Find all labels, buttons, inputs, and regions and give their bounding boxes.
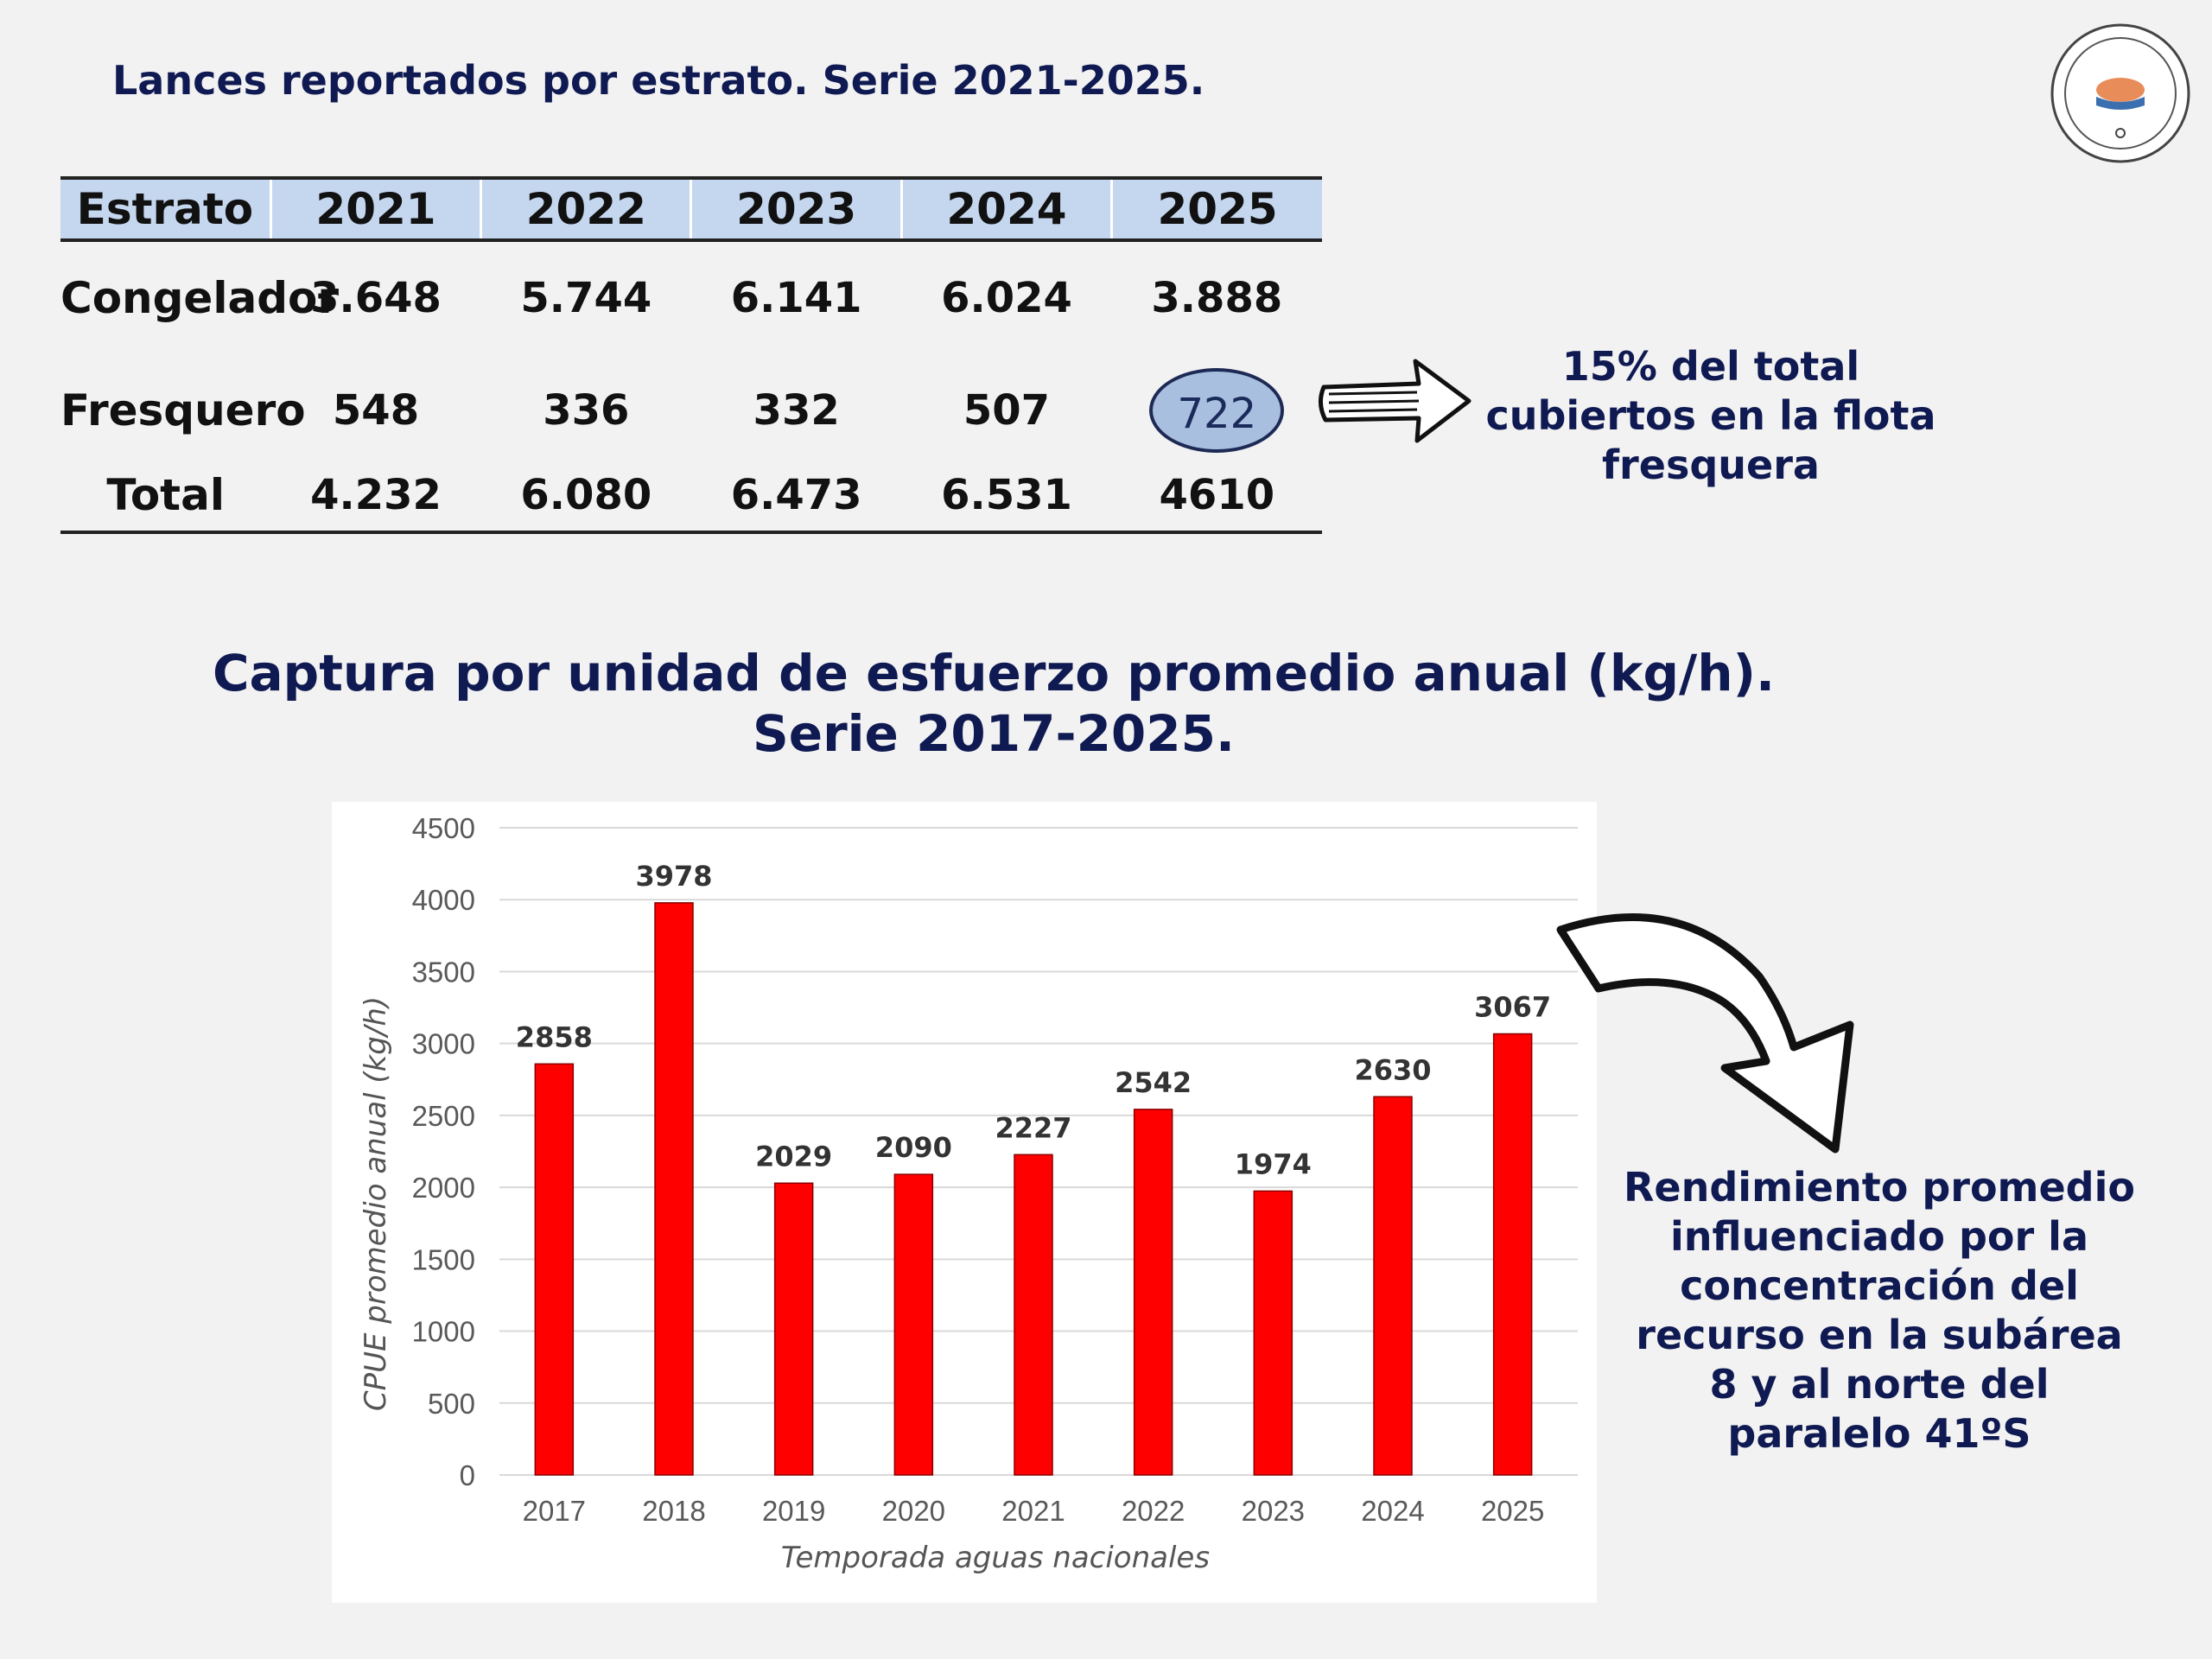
column-header: Estrato <box>60 178 272 240</box>
bar-2020 <box>893 1173 934 1476</box>
y-tick-label: 0 <box>460 1459 475 1491</box>
y-tick-label: 1500 <box>412 1243 475 1275</box>
column-header: 2022 <box>480 178 693 240</box>
column-header: 2021 <box>270 178 483 240</box>
chart-title: Captura por unidad de esfuerzo promedio … <box>0 643 1987 764</box>
data-label: 3978 <box>635 860 712 893</box>
y-tick-label: 1000 <box>412 1316 475 1348</box>
table-cell: 6.531 <box>941 471 1072 519</box>
data-label: 2542 <box>1115 1066 1192 1099</box>
bar-2023 <box>1253 1190 1294 1476</box>
y-tick-label: 4500 <box>412 812 475 844</box>
outlined-right-arrow-icon <box>1319 359 1471 443</box>
chart-panel: 0 500 1000 1500 2000 2500 3000 3500 4000 4500 2858… <box>332 802 1597 1603</box>
y-tick-label: 2500 <box>412 1100 475 1132</box>
table-cell-highlight: 722 <box>1112 354 1322 467</box>
x-axis-label: Temporada aguas nacionales <box>781 1541 1210 1575</box>
table-row: Congelador 3.648 5.744 6.141 6.024 3.888 <box>60 240 1322 354</box>
data-label: 2630 <box>1354 1053 1431 1086</box>
y-axis-label: CPUE promedio anual (kg/h) <box>359 996 393 1411</box>
data-label: 2090 <box>875 1131 952 1164</box>
table-cell: 336 <box>543 386 630 435</box>
round-seal-logo <box>2050 23 2190 163</box>
data-label: 2029 <box>755 1140 832 1173</box>
curved-down-arrow-icon <box>1556 913 1854 1154</box>
cpue-bar-chart: 0 500 1000 1500 2000 2500 3000 3500 4000 4500 2858… <box>359 812 1578 1575</box>
data-label: 3067 <box>1474 991 1551 1024</box>
lances-table: Estrato 2021 2022 2023 2024 2025 Congela… <box>60 176 1322 534</box>
page-title: Lances reportados por estrato. Serie 202… <box>112 57 1205 104</box>
x-tick-label: 2022 <box>1122 1495 1185 1527</box>
highlight-circle: 722 <box>1149 368 1285 453</box>
table-cell: 548 <box>332 386 420 435</box>
x-tick-label: 2023 <box>1242 1495 1305 1527</box>
x-tick-label: 2024 <box>1361 1495 1424 1527</box>
table-cell: 6.473 <box>730 471 862 519</box>
table-cell: 6.141 <box>730 274 862 322</box>
row-label: Congelador <box>60 273 340 323</box>
table-row: Fresquero 548 336 332 507 722 <box>60 354 1322 467</box>
bar-2022 <box>1133 1109 1173 1476</box>
bar-2019 <box>773 1182 814 1476</box>
row-label: Fresquero <box>60 385 306 435</box>
table-row: Total 4.232 6.080 6.473 6.531 4610 <box>60 467 1322 532</box>
x-tick-label: 2019 <box>762 1495 825 1527</box>
table-cell: 4.232 <box>310 471 442 519</box>
y-tick-label: 500 <box>428 1388 475 1420</box>
column-header: 2024 <box>901 178 1114 240</box>
table-header-row: Estrato 2021 2022 2023 2024 2025 <box>60 178 1322 240</box>
table-cell: 507 <box>963 386 1051 435</box>
chart-title-line2: Serie 2017-2025. <box>752 704 1236 763</box>
y-tick-label: 3000 <box>412 1028 475 1060</box>
note-fresquero: 15% del total cubiertos en la flota fres… <box>1485 343 1936 488</box>
row-label: Total <box>106 470 225 520</box>
bar-2017 <box>534 1063 575 1476</box>
table-cell: 5.744 <box>520 274 652 322</box>
column-header: 2025 <box>1111 178 1322 240</box>
bar-2025 <box>1492 1033 1533 1476</box>
table-cell: 3.888 <box>1151 274 1283 322</box>
chart-title-line1: Captura por unidad de esfuerzo promedio … <box>212 644 1776 702</box>
x-tick-label: 2020 <box>882 1495 945 1527</box>
y-tick-label: 3500 <box>412 956 475 988</box>
y-tick-label: 2000 <box>412 1172 475 1204</box>
column-header: 2023 <box>690 178 903 240</box>
bar-2024 <box>1373 1096 1413 1476</box>
x-tick-label: 2017 <box>523 1495 586 1527</box>
data-label: 2227 <box>995 1111 1071 1144</box>
x-tick-label: 2021 <box>1001 1495 1065 1527</box>
data-label: 2858 <box>516 1020 593 1053</box>
x-tick-label: 2025 <box>1481 1495 1544 1527</box>
y-tick-label: 4000 <box>412 884 475 916</box>
table-cell: 332 <box>753 386 840 435</box>
bar-2018 <box>654 902 694 1476</box>
x-tick-label: 2018 <box>642 1495 705 1527</box>
note-chart: Rendimiento promedio influenciado por la… <box>1624 1164 2135 1457</box>
table-cell: 6.080 <box>520 471 652 519</box>
bar-2021 <box>1014 1154 1053 1476</box>
data-label: 1974 <box>1235 1147 1312 1180</box>
table-cell: 3.648 <box>310 274 442 322</box>
table-cell: 4610 <box>1159 471 1275 519</box>
table-cell: 6.024 <box>941 274 1072 322</box>
